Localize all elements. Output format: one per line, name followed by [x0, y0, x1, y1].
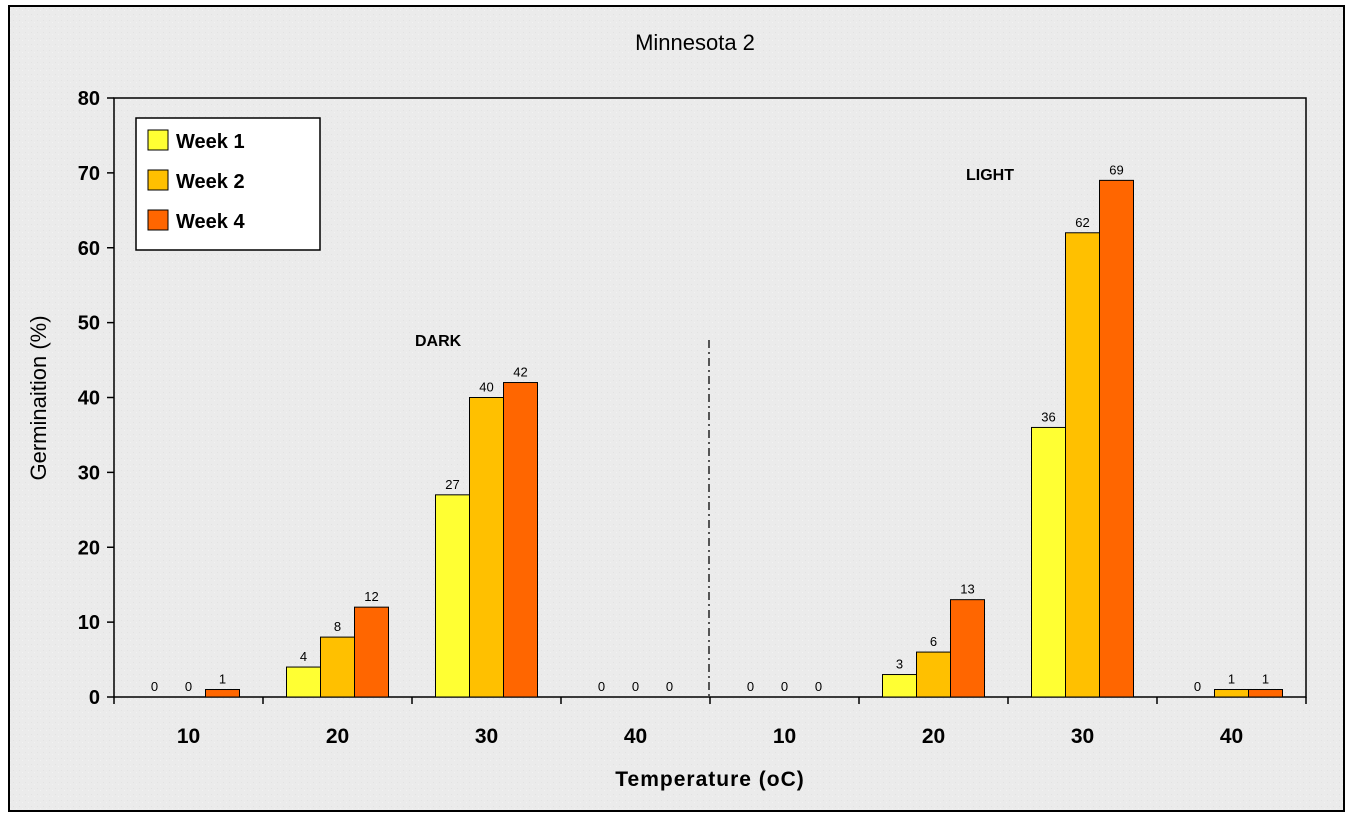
y-tick-label: 50 [78, 313, 100, 335]
data-label: 0 [666, 679, 673, 694]
x-tick-label: 10 [177, 725, 200, 748]
chart-title: Minnesota 2 [635, 30, 755, 55]
bar [1099, 179, 1134, 698]
y-tick-label: 20 [78, 537, 100, 559]
data-label: 3 [896, 657, 903, 672]
group-label-light: LIGHT [966, 167, 1014, 184]
bar [950, 599, 985, 698]
legend: Week 1 Week 2 Week 4 [135, 117, 321, 251]
legend-label: Week 1 [176, 131, 245, 153]
data-label: 27 [445, 477, 459, 492]
bar [1248, 689, 1283, 698]
x-tick-label: 40 [624, 725, 647, 748]
x-tick-label: 10 [773, 725, 796, 748]
data-label: 1 [1228, 672, 1235, 687]
bar [1031, 426, 1066, 698]
x-tick-label: 20 [922, 725, 945, 748]
bar [286, 666, 321, 698]
data-label: 0 [781, 679, 788, 694]
y-tick-label: 40 [78, 388, 100, 410]
legend-swatch [147, 169, 169, 191]
data-label: 13 [960, 582, 974, 597]
bar [1214, 689, 1249, 698]
data-label: 36 [1041, 409, 1055, 424]
group-label-dark: DARK [415, 333, 462, 350]
data-label: 0 [1194, 679, 1201, 694]
bar [354, 606, 389, 698]
bar [320, 636, 355, 698]
data-label: 1 [219, 672, 226, 687]
data-label: 0 [151, 679, 158, 694]
x-tick-label: 30 [1071, 725, 1094, 748]
x-tick-label: 30 [475, 725, 498, 748]
y-tick-label: 0 [89, 687, 100, 709]
data-label: 1 [1262, 672, 1269, 687]
y-tick-label: 80 [78, 88, 100, 110]
data-label: 0 [747, 679, 754, 694]
y-tick-label: 60 [78, 238, 100, 260]
data-label: 0 [185, 679, 192, 694]
data-label: 6 [930, 634, 937, 649]
data-label: 12 [364, 589, 378, 604]
y-tick-label: 30 [78, 462, 100, 484]
legend-swatch [147, 129, 169, 151]
bar [469, 397, 504, 698]
data-label: 42 [513, 365, 527, 380]
data-label: 62 [1075, 215, 1089, 230]
bar [1065, 232, 1100, 698]
data-label: 8 [334, 619, 341, 634]
data-label: 69 [1109, 162, 1123, 177]
bar [435, 494, 470, 698]
bar [916, 651, 951, 698]
data-label: 0 [815, 679, 822, 694]
bar [503, 382, 538, 698]
data-label: 0 [598, 679, 605, 694]
legend-swatch [147, 209, 169, 231]
y-tick-label: 70 [78, 163, 100, 185]
bar [882, 674, 917, 698]
y-tick-label: 10 [78, 612, 100, 634]
legend-label: Week 4 [176, 211, 245, 233]
bar [205, 689, 240, 698]
data-label: 4 [300, 649, 307, 664]
legend-label: Week 2 [176, 171, 245, 193]
y-axis-title: Germinaition (%) [26, 315, 51, 480]
data-label: 0 [632, 679, 639, 694]
x-tick-label: 20 [326, 725, 349, 748]
x-tick-label: 40 [1220, 725, 1243, 748]
x-axis-title: Temperature (oC) [615, 768, 804, 791]
data-label: 40 [479, 380, 493, 395]
